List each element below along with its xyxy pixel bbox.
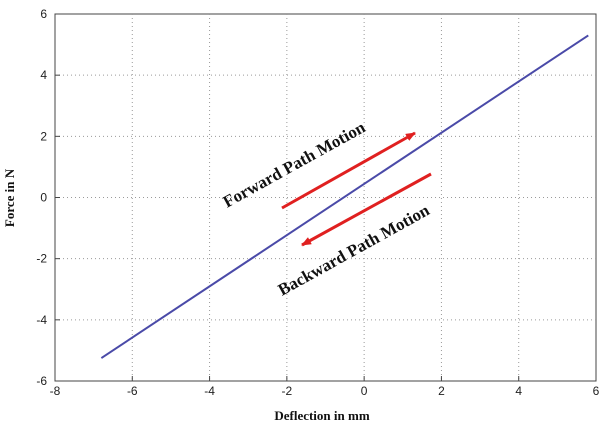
x-tick-label: 2	[438, 384, 445, 398]
y-tick-label: 0	[40, 191, 47, 205]
y-axis-ticks: -6 -4 -2 0 2 4 6	[36, 7, 60, 388]
x-axis-title: Deflection in mm	[274, 408, 369, 423]
y-axis-title: Force in N	[2, 168, 17, 227]
y-tick-label: -4	[36, 313, 47, 327]
x-axis-ticks: -8 -6 -4 -2 0 2 4 6	[50, 376, 599, 398]
plot-area	[54, 13, 597, 382]
x-tick-label: -8	[50, 384, 61, 398]
force-deflection-line	[100, 34, 589, 359]
x-tick-label: 6	[593, 384, 599, 398]
forward-arrow	[281, 131, 416, 210]
x-tick-label: -2	[282, 384, 293, 398]
x-tick-label: 4	[515, 384, 522, 398]
y-tick-label: 6	[40, 7, 47, 21]
y-tick-label: 4	[40, 68, 47, 82]
y-tick-label: -6	[36, 374, 47, 388]
x-tick-label: 0	[361, 384, 368, 398]
backward-arrow	[301, 172, 432, 247]
y-tick-label: -2	[36, 252, 47, 266]
series-layer	[100, 34, 589, 359]
x-tick-label: -6	[127, 384, 138, 398]
y-tick-label: 2	[40, 129, 47, 143]
x-tick-label: -4	[204, 384, 215, 398]
